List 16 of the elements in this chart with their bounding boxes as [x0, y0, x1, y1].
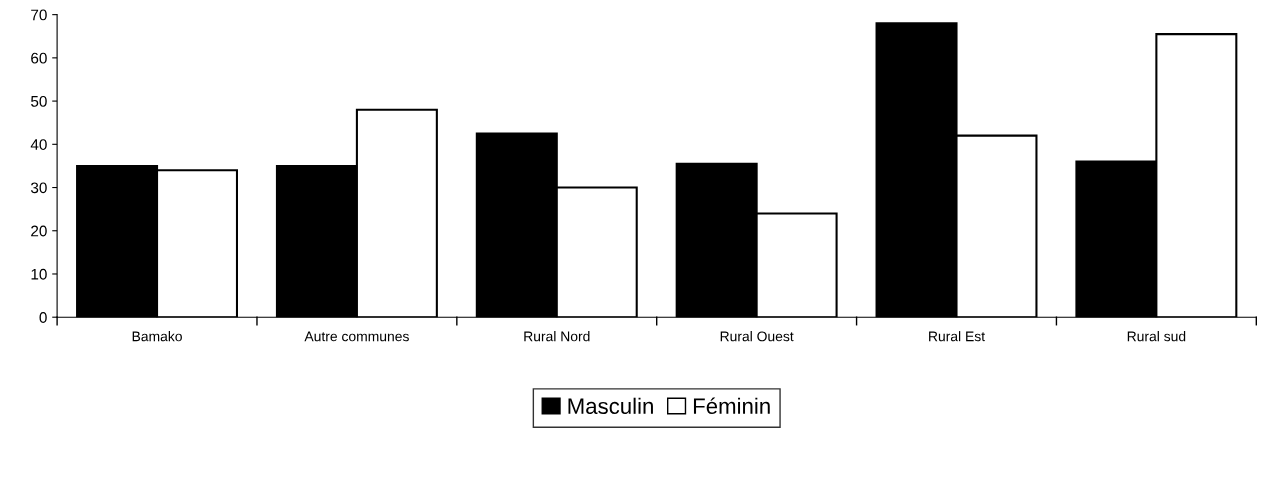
y-tick-label: 40 — [30, 139, 47, 150]
y-tick-label: 70 — [31, 9, 47, 21]
x-tick-label: Rural Nord — [524, 331, 590, 342]
y-tick-label: 20 — [31, 225, 47, 237]
y-tick-label: 30 — [30, 182, 47, 194]
y-tick-label: 50 — [31, 95, 47, 107]
y-tick-label: 60 — [31, 52, 47, 64]
x-tick-label: Bamako — [132, 331, 182, 342]
y-tick-label: 0 — [39, 312, 47, 323]
legend-label: Masculin — [568, 397, 653, 415]
x-tick-label: Rural sud — [1127, 331, 1186, 342]
x-tick-label: Autre communes — [304, 331, 409, 342]
x-tick-label: Rural Est — [929, 331, 985, 342]
y-tick-label: 10 — [31, 268, 47, 280]
legend-label: Féminin — [693, 397, 770, 415]
x-tick-label: Rural Ouest — [720, 331, 794, 342]
